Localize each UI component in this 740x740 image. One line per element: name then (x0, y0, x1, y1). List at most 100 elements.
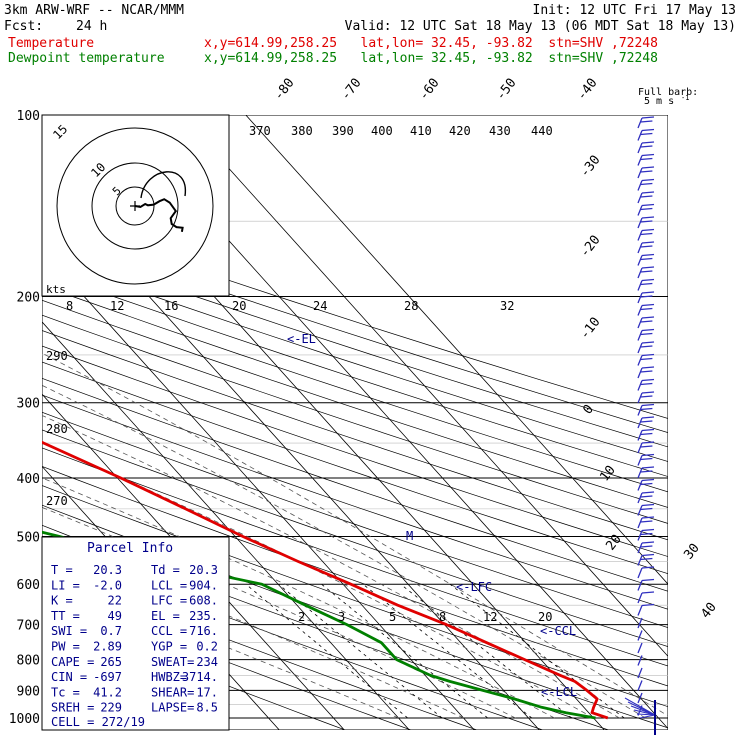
temperature-tick-label: -20 (577, 233, 603, 261)
wind-barb-flag (641, 391, 655, 394)
wind-barb-flag (641, 603, 655, 607)
parcel-info-value: -2.0 (93, 578, 122, 592)
wind-barb-flag (641, 116, 655, 119)
parcel-info-value: 0.2 (196, 640, 218, 654)
parcel-info-title: Parcel Info (87, 541, 173, 556)
dry-adiabat-line (42, 330, 668, 541)
parcel-info-key: LCL = (151, 578, 187, 592)
isotherm-line (42, 321, 410, 730)
wind-barb-staff (637, 617, 643, 629)
wind-barb-flag (640, 245, 653, 248)
mixing-ratio-label: 20 (538, 610, 552, 624)
wind-barb-staff (637, 117, 643, 129)
pressure-tick-label: 400 (17, 472, 40, 487)
wind-barb-staff (637, 430, 643, 441)
wind-barb-flag (640, 557, 653, 561)
parcel-info-key: K = (51, 594, 73, 608)
dry-adiabat-line (42, 243, 668, 448)
wind-barb-flag (641, 566, 655, 569)
wind-barb-flag (640, 170, 653, 173)
theta-label: 390 (332, 124, 354, 138)
moist-adiabat-line (42, 414, 620, 719)
wind-barb-flag (640, 382, 653, 386)
wind-barb-staff (637, 267, 643, 279)
parcel-info-key: T = (51, 563, 73, 577)
parcel-info-key: Td = (151, 563, 180, 577)
hodograph-speed-label: 32 (500, 299, 514, 313)
wind-barb-flag (641, 178, 655, 182)
hodograph-ring (115, 186, 155, 226)
dewpoint-station-info: x,y=614.99,258.25 lat,lon= 32.45, -93.82… (204, 51, 658, 66)
wind-barb-staff (637, 242, 643, 254)
dry-adiabat-line (42, 429, 668, 647)
parcel-info-value: 229 (100, 701, 122, 715)
theta-label: 280 (46, 422, 68, 436)
pressure-tick-label: 500 (17, 530, 40, 545)
parcel-info-value: 3714. (182, 670, 218, 684)
dry-adiabat-line (42, 270, 668, 477)
hodograph-speed-label: 24 (313, 299, 327, 313)
wind-barb-flag (641, 428, 655, 432)
mixing-ratio-line (321, 583, 488, 719)
dry-adiabat-line (42, 314, 668, 524)
parcel-info-value: 8.5 (196, 701, 218, 715)
theta-label: 430 (489, 124, 511, 138)
moist-adiabat-line (42, 539, 464, 719)
wind-barb-staff (637, 455, 643, 466)
wind-barb-flag (640, 495, 653, 498)
mixing-ratio-line (278, 583, 443, 719)
dry-adiabat-line (42, 345, 668, 557)
m-marker: M (406, 529, 413, 543)
wind-barb-flag (640, 257, 653, 261)
dry-adiabat-line (42, 216, 668, 419)
wind-barb-staff (637, 442, 643, 454)
temperature-tick-label: -60 (416, 76, 442, 104)
dry-adiabat-line (42, 411, 668, 629)
parcel-info-key: SHEAR= (151, 685, 194, 699)
wind-barb-staff (637, 530, 643, 541)
wind-barb-flag (641, 416, 655, 419)
wind-barb-flag (641, 403, 655, 407)
wind-barb-flag (641, 478, 655, 482)
mixing-ratio-line (245, 583, 408, 719)
wind-barb-flag (641, 291, 655, 294)
wind-barb-flag (641, 503, 655, 507)
wind-barb-flag (641, 241, 655, 244)
barb-legend-line1: Full barb: (638, 87, 698, 98)
hodograph-trace (134, 198, 184, 232)
wind-barb-flag (640, 507, 653, 511)
isotherm-line (42, 393, 345, 730)
wind-barb-flag (641, 203, 655, 207)
wind-barb-staff (637, 280, 643, 291)
wind-barb-flag (641, 491, 655, 494)
wind-barb-flag (641, 128, 655, 132)
wind-barb-flag (641, 553, 655, 557)
wind-barb-flag (640, 220, 653, 223)
temperature-tick-label: 0 (580, 402, 597, 417)
theta-label: 270 (46, 494, 68, 508)
hodograph-ring (56, 127, 214, 285)
wind-barb-flag (641, 328, 655, 332)
wind-barb-flag (640, 357, 653, 361)
dry-adiabat-line (42, 485, 668, 708)
wind-barb-staff (637, 630, 643, 641)
theta-label: 380 (291, 124, 313, 138)
wind-barb-staff (637, 380, 643, 391)
wind-barb-flag (641, 316, 655, 319)
wind-barb-staff (637, 405, 643, 416)
temperature-tick-label: -10 (577, 315, 603, 343)
wind-barb-flag (640, 457, 653, 461)
dry-adiabat-line (42, 361, 668, 575)
dry-adiabat-line (42, 589, 413, 730)
wind-barb-staff (637, 330, 643, 341)
wind-barb-staff (637, 205, 643, 216)
wind-barb-staff (637, 492, 643, 504)
wind-barb-flag (640, 395, 653, 398)
wind-barb-flag (640, 282, 653, 286)
wind-barb-flag (640, 295, 653, 298)
wind-barb-flag (640, 520, 653, 523)
wind-barb-staff (637, 480, 643, 491)
moist-adiabat-line (42, 384, 646, 719)
wind-barb-flag (641, 516, 655, 519)
parcel-info-value: 20.3 (189, 563, 218, 577)
